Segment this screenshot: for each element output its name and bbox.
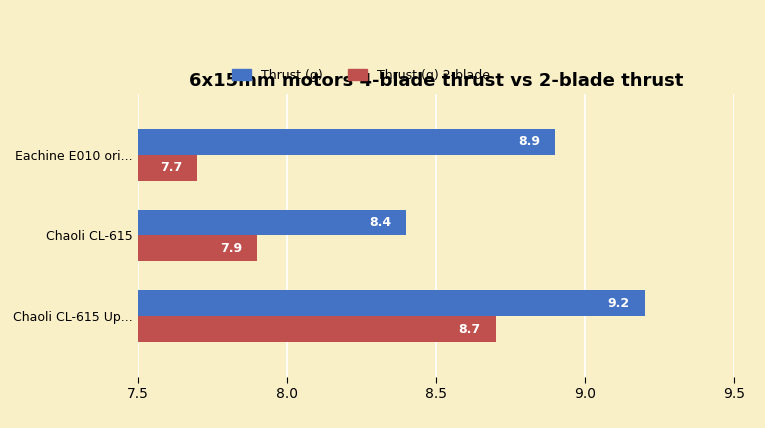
Bar xyxy=(0,235,257,261)
Bar xyxy=(0,129,555,155)
Text: 8.4: 8.4 xyxy=(369,216,392,229)
Text: 8.9: 8.9 xyxy=(519,135,540,148)
Bar xyxy=(0,290,645,316)
Bar xyxy=(0,316,496,342)
Text: 7.7: 7.7 xyxy=(160,161,182,174)
Text: 9.2: 9.2 xyxy=(608,297,630,310)
Legend: Thrust (g), Thrust (g) 2-blade: Thrust (g), Thrust (g) 2-blade xyxy=(227,64,495,87)
Text: 8.7: 8.7 xyxy=(459,323,480,336)
Bar xyxy=(0,210,406,235)
Title: 6x15mm motors 4-blade thrust vs 2-blade thrust: 6x15mm motors 4-blade thrust vs 2-blade … xyxy=(189,72,683,90)
Bar xyxy=(0,155,197,181)
Text: 7.9: 7.9 xyxy=(220,242,242,255)
